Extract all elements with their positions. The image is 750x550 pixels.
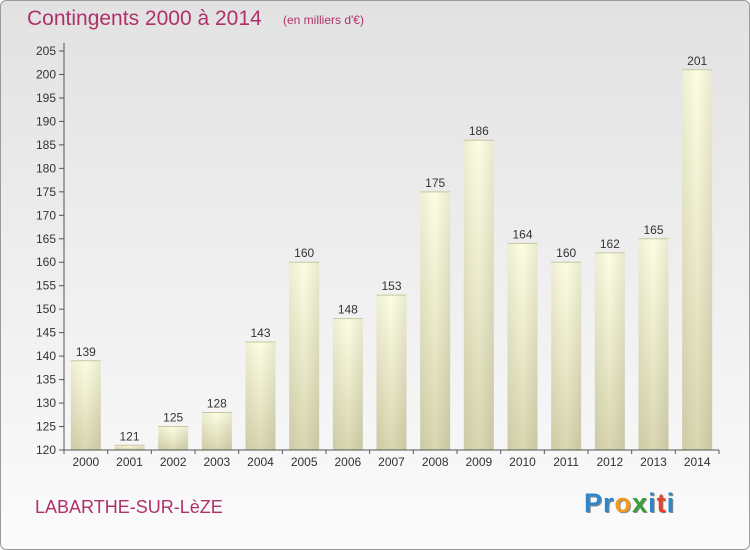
- y-tick-label: 155: [36, 279, 56, 293]
- x-tick-label: 2013: [640, 455, 667, 469]
- chart-title: Contingents 2000 à 2014: [27, 7, 262, 30]
- bar-shading: [201, 412, 232, 450]
- data-label: 160: [556, 246, 576, 260]
- bar-shading: [332, 318, 363, 450]
- y-tick-label: 190: [36, 114, 56, 128]
- data-label: 165: [643, 223, 663, 237]
- y-tick-label: 180: [36, 161, 56, 175]
- y-tick-label: 125: [36, 420, 56, 434]
- commune-name: LABARTHE-SUR-LèZE: [35, 497, 223, 517]
- data-label: 186: [469, 124, 489, 138]
- x-tick-label: 2010: [509, 455, 536, 469]
- logo-letter: r: [603, 488, 615, 518]
- bar-shading: [551, 262, 582, 450]
- x-tick-label: 2005: [291, 455, 318, 469]
- x-tick-label: 2011: [553, 455, 579, 469]
- data-label: 121: [119, 429, 139, 443]
- x-tick-label: 2009: [465, 455, 492, 469]
- proxiti-logo[interactable]: Proxiti: [584, 488, 675, 519]
- y-tick-label: 160: [36, 255, 56, 269]
- x-tick-label: 2007: [378, 455, 405, 469]
- bar-shading: [114, 445, 145, 450]
- data-label: 125: [163, 411, 183, 425]
- bar-shading: [70, 360, 101, 450]
- x-tick-label: 2000: [72, 455, 99, 469]
- y-tick-label: 140: [36, 349, 56, 363]
- bar-shading: [507, 243, 538, 450]
- y-tick-label: 165: [36, 232, 56, 246]
- data-label: 175: [425, 176, 445, 190]
- bar-shading: [638, 238, 669, 450]
- x-tick-label: 2012: [596, 455, 623, 469]
- data-label: 143: [250, 326, 270, 340]
- data-label: 201: [687, 54, 707, 68]
- bar-shading: [594, 252, 625, 450]
- x-tick-label: 2001: [116, 455, 143, 469]
- bar-shading: [420, 191, 451, 450]
- y-tick-label: 195: [36, 91, 56, 105]
- logo-letter: t: [656, 488, 667, 518]
- y-tick-label: 185: [36, 138, 56, 152]
- y-tick-label: 200: [36, 67, 56, 81]
- logo-letter: i: [648, 488, 657, 518]
- bar-shading: [245, 342, 276, 450]
- x-tick-label: 2002: [160, 455, 187, 469]
- logo-letter: o: [614, 488, 633, 518]
- y-tick-label: 120: [36, 443, 56, 457]
- x-tick-label: 2008: [422, 455, 449, 469]
- data-label: 148: [338, 303, 358, 317]
- logo-letter: P: [584, 488, 604, 518]
- bar-shading: [289, 262, 320, 450]
- bar-shading: [158, 426, 189, 450]
- data-label: 160: [294, 246, 314, 260]
- y-tick-label: 150: [36, 302, 56, 316]
- data-label: 139: [76, 345, 96, 359]
- x-tick-label: 2004: [247, 455, 274, 469]
- x-tick-label: 2006: [334, 455, 361, 469]
- bar-shading: [463, 140, 494, 450]
- bar-shading: [376, 295, 407, 450]
- x-tick-label: 2014: [684, 455, 711, 469]
- logo-letter: i: [666, 488, 676, 518]
- data-label: 128: [207, 396, 227, 410]
- y-tick-label: 175: [36, 185, 56, 199]
- data-label: 153: [381, 279, 401, 293]
- y-tick-label: 135: [36, 373, 56, 387]
- bar-shading: [682, 69, 713, 450]
- data-label: 164: [512, 227, 532, 241]
- y-tick-label: 145: [36, 326, 56, 340]
- y-tick-label: 205: [36, 44, 56, 58]
- chart-subtitle: (en milliers d'€): [283, 13, 364, 27]
- y-tick-label: 130: [36, 396, 56, 410]
- data-label: 162: [600, 237, 620, 251]
- x-tick-label: 2003: [203, 455, 230, 469]
- y-tick-label: 170: [36, 208, 56, 222]
- logo-letter: x: [632, 488, 649, 518]
